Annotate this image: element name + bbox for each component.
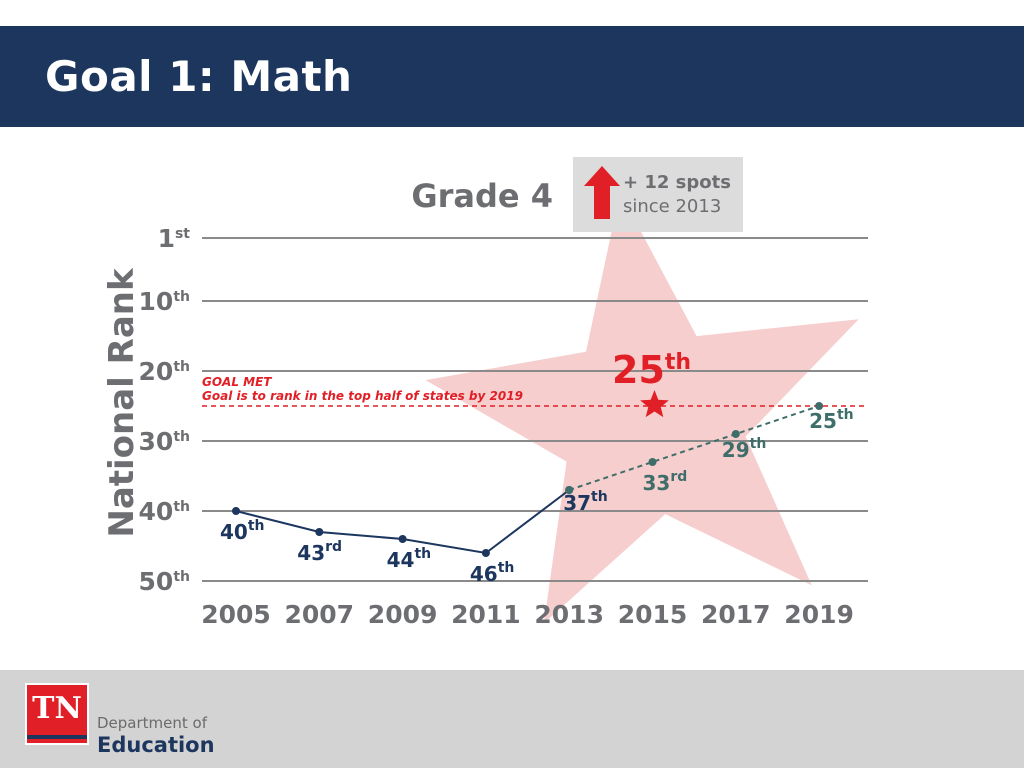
data-label-2005: 40th [220, 518, 265, 544]
series-line-projected [568, 405, 820, 491]
goal-description: Goal is to rank in the top half of state… [202, 389, 523, 403]
x-tick-2015: 2015 [618, 600, 688, 629]
data-point-2009 [398, 535, 407, 543]
x-tick-2019: 2019 [784, 600, 854, 629]
x-tick-2005: 2005 [201, 600, 271, 629]
rank-chart: 1st 10th 20th 30th 40th 50th National Rank 2005… [102, 157, 868, 629]
tn-logo-text: TN [32, 691, 82, 726]
highlight-label: 25th [612, 348, 691, 392]
slide-header [0, 26, 1024, 127]
series-line-actual [235, 489, 570, 555]
goal-met-label: GOAL MET [202, 375, 272, 389]
y-tick-20: 20th [139, 357, 190, 386]
y-tick-50: 50th [139, 567, 190, 596]
background-star [425, 192, 859, 624]
data-point-2017 [731, 430, 740, 438]
callout-line2: since 2013 [623, 196, 721, 217]
up-arrow-icon [584, 166, 620, 219]
y-tick-30: 30th [139, 427, 190, 456]
data-label-2017: 29th [722, 436, 767, 462]
data-point-2011 [481, 549, 490, 557]
tn-logo-stripe [27, 735, 87, 739]
y-axis-label: National Rank [102, 267, 142, 538]
data-label-2013: 37th [563, 489, 608, 515]
y-tick-1: 1st [158, 224, 191, 253]
star-icon [640, 390, 669, 418]
callout-line1: + 12 spots [623, 172, 731, 193]
data-label-2015: 33rd [643, 469, 688, 495]
data-point-2019 [815, 402, 824, 410]
chart-title: Grade 4 [411, 177, 553, 215]
department-label: Department of [97, 714, 207, 732]
data-label-2007: 43rd [297, 539, 342, 565]
data-point-2013 [565, 486, 574, 494]
data-label-2011: 46th [470, 560, 515, 586]
slide-title: Goal 1: Math [45, 52, 353, 101]
y-tick-10: 10th [139, 287, 190, 316]
x-tick-2017: 2017 [701, 600, 771, 629]
x-tick-2011: 2011 [451, 600, 521, 629]
x-tick-2013: 2013 [534, 600, 604, 629]
data-point-2005 [232, 507, 240, 515]
y-tick-40: 40th [139, 497, 190, 526]
education-label: Education [97, 733, 215, 757]
x-tick-2007: 2007 [285, 600, 355, 629]
x-tick-2009: 2009 [368, 600, 438, 629]
data-point-2015 [648, 458, 657, 466]
data-label-2019: 25th [809, 407, 854, 433]
tn-logo: TN [25, 683, 89, 745]
data-label-2009: 44th [387, 546, 432, 572]
footer [0, 670, 1024, 768]
top-margin [0, 0, 1024, 26]
data-point-2007 [315, 528, 324, 536]
